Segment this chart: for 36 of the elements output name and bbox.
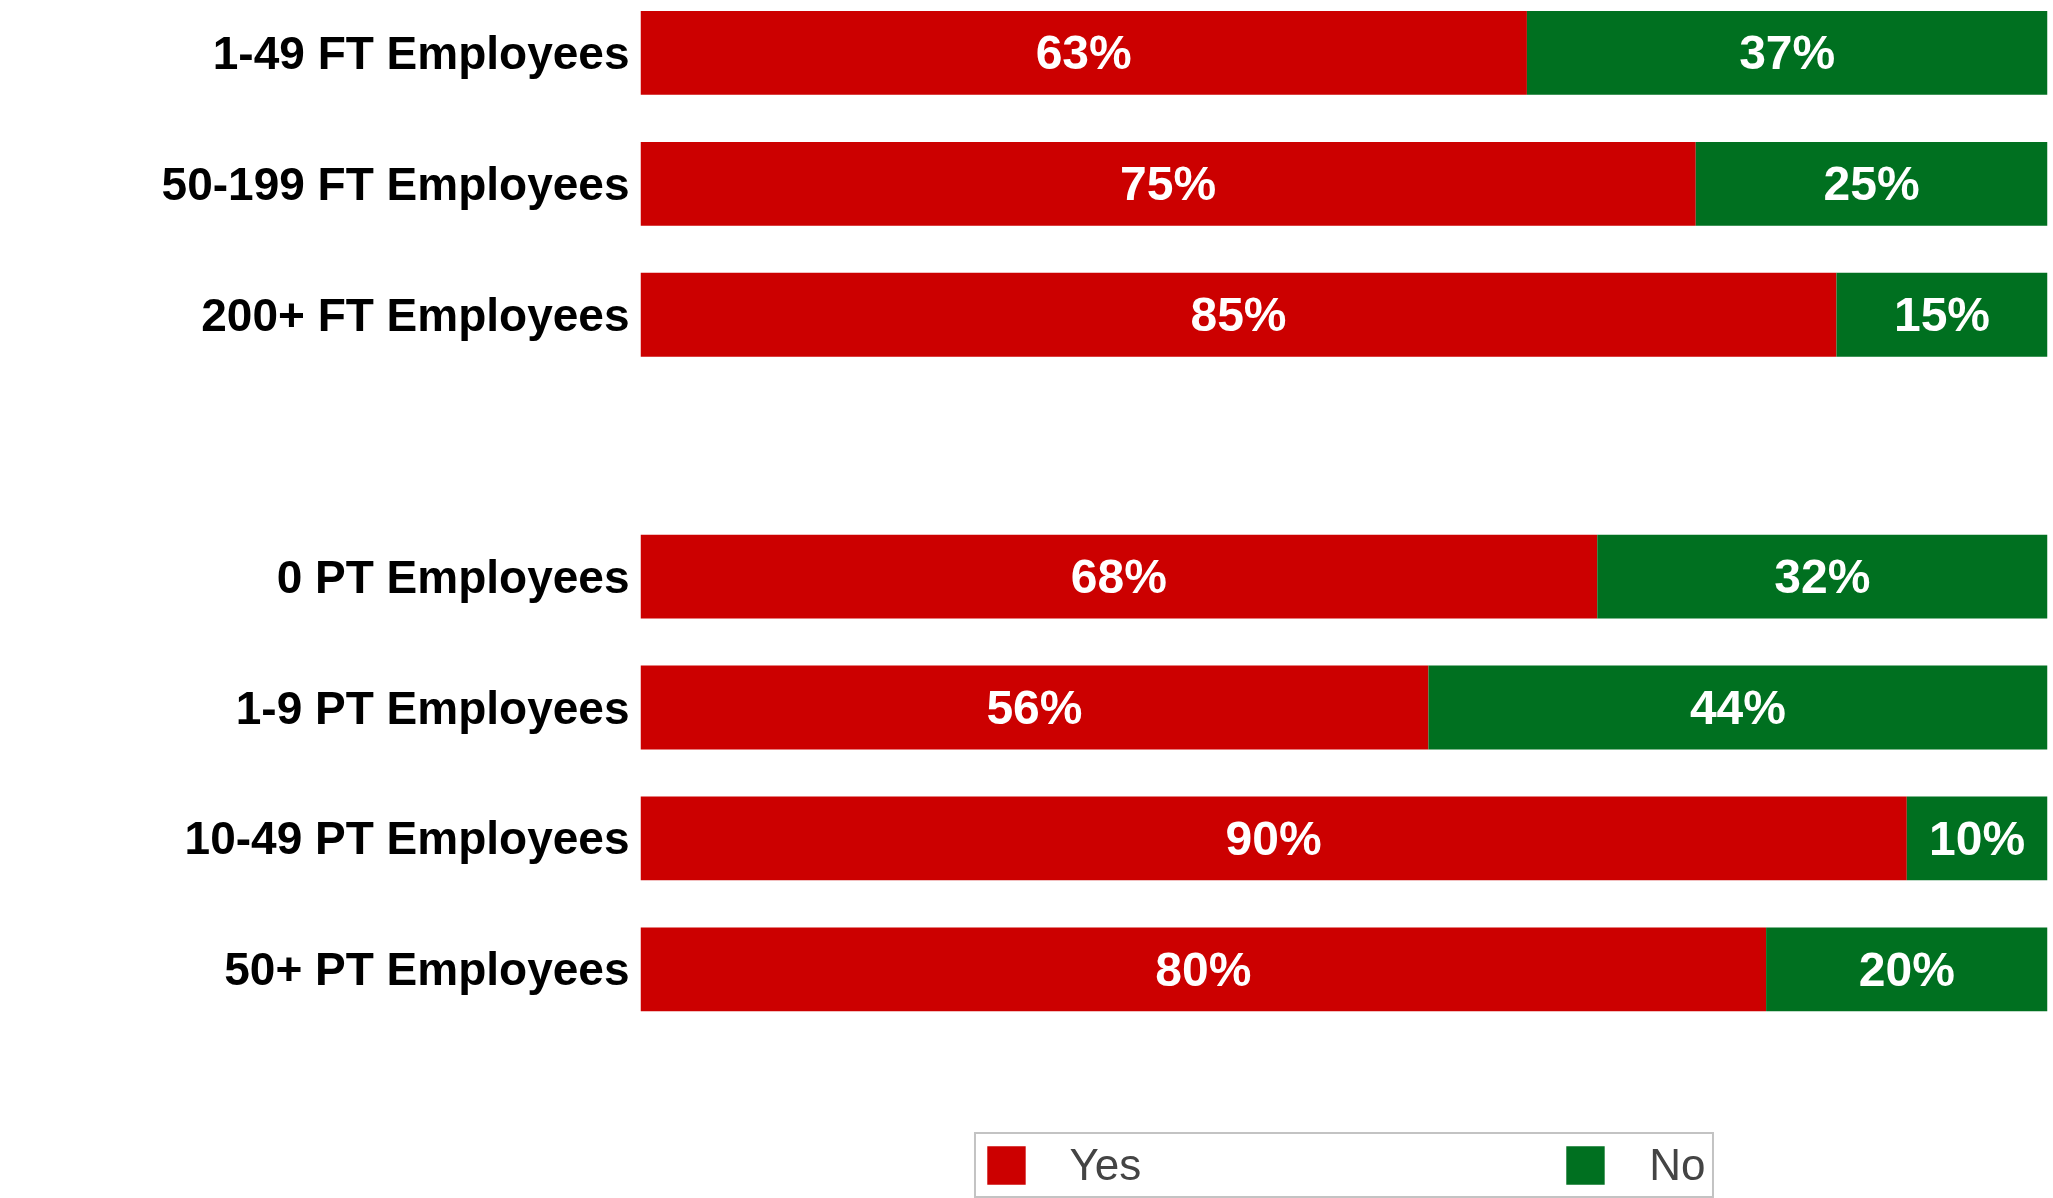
data-label: 32% bbox=[1774, 550, 1871, 604]
y-tick-label: 50-199 FT Employees bbox=[161, 157, 630, 210]
bar bbox=[1597, 534, 2048, 619]
data-label: 10% bbox=[1929, 811, 2026, 865]
y-tick-label: 200+ FT Employees bbox=[201, 288, 630, 341]
y-tick-label: 10-49 PT Employees bbox=[184, 812, 630, 865]
data-label: 90% bbox=[1225, 811, 1322, 865]
data-label: 25% bbox=[1823, 157, 1920, 211]
y-tick-label: 50+ PT Employees bbox=[224, 943, 630, 996]
data-label: 75% bbox=[1120, 157, 1217, 211]
legend-label: No bbox=[1649, 1140, 1706, 1190]
bar bbox=[640, 534, 1598, 619]
bar bbox=[640, 10, 1527, 95]
bar bbox=[1428, 665, 2048, 750]
data-label: 63% bbox=[1035, 26, 1132, 80]
bar bbox=[1695, 141, 2048, 226]
y-tick-label: 1-49 FT Employees bbox=[212, 26, 630, 79]
data-label: 80% bbox=[1155, 942, 1252, 996]
y-tick-label: 1-9 PT Employees bbox=[235, 681, 630, 734]
data-label: 56% bbox=[986, 681, 1083, 735]
data-label: 20% bbox=[1858, 942, 1955, 996]
data-label: 85% bbox=[1190, 288, 1287, 342]
bar bbox=[640, 927, 1767, 1012]
bar bbox=[1526, 10, 2048, 95]
data-label: 37% bbox=[1739, 26, 1836, 80]
bar bbox=[640, 141, 1696, 226]
bar bbox=[640, 665, 1429, 750]
data-label: 68% bbox=[1070, 550, 1167, 604]
bar bbox=[1766, 927, 2048, 1012]
bar bbox=[640, 272, 1837, 357]
legend-label: Yes bbox=[1069, 1140, 1142, 1190]
bar bbox=[1836, 272, 2048, 357]
bar bbox=[640, 796, 1907, 881]
y-tick-label: 0 PT Employees bbox=[276, 550, 630, 603]
data-label: 15% bbox=[1893, 288, 1991, 342]
data-label: 44% bbox=[1689, 681, 1786, 735]
